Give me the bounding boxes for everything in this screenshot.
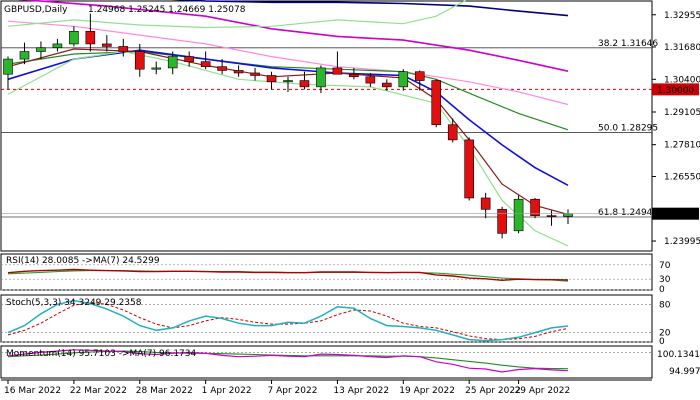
candle-body: [316, 67, 326, 88]
current-price-label: 1.25078: [657, 210, 694, 220]
candle-body: [266, 75, 277, 83]
overlay-line-1: [17, 0, 569, 72]
candle-body: [414, 71, 425, 81]
candle-body: [85, 31, 96, 45]
candle-body: [217, 66, 227, 71]
momentum-ma-line: [7, 350, 569, 370]
stoch-label: Stoch(5,3,3) 34.3249 29.2358: [6, 298, 142, 308]
fib-label: 50.0 1.28295: [598, 123, 658, 133]
momentum-level-top: 100.1341: [657, 350, 700, 360]
candle-body: [332, 67, 343, 75]
momentum-level-bottom: 94.9973: [669, 367, 700, 377]
x-tick-label: 7 Apr 2022: [268, 386, 318, 396]
stochastic-panel: 80 200: [0, 294, 671, 347]
x-tick-label: 22 Mar 2022: [70, 386, 127, 396]
candle-body: [299, 80, 310, 88]
candle-body: [447, 124, 458, 141]
x-tick-label: 29 Apr 2022: [515, 386, 571, 396]
stoch-k-line: [7, 299, 569, 342]
stoch-level-0: 0: [659, 337, 665, 347]
overlay-line-6: [7, 50, 569, 247]
overlay-line-0: [170, 0, 569, 17]
x-tick-label: 16 Mar 2022: [4, 386, 61, 396]
x-tick-label: 13 Apr 2022: [333, 386, 389, 396]
y-tick-label: 1.26550: [664, 173, 700, 183]
price-panel: 1.32955 1.31680 1.30400 1.29105 1.27810 1.265…: [0, 0, 700, 252]
candle-body: [134, 51, 145, 70]
stoch-d-line: [7, 301, 569, 341]
candle-body: [3, 58, 13, 75]
y-tick-label: 1.30400: [664, 75, 700, 85]
y-tick-label: 1.23995: [664, 237, 700, 247]
candle-body: [167, 56, 178, 69]
candle-body: [546, 215, 557, 217]
marked-level-label: 1.30000: [657, 86, 694, 96]
momentum-line: [7, 349, 569, 373]
momentum-label: Momentum(14) 95.7103 ->MA(7) 96.1734: [6, 349, 197, 359]
candle-body: [431, 80, 442, 126]
candle-body: [497, 209, 507, 234]
rsi-label: RSI(14) 28.0085 ->MA(7) 24.5299: [6, 256, 160, 266]
candle-body: [118, 46, 129, 52]
fib-label: 38.2 1.31646: [598, 39, 658, 49]
y-tick-label: 1.32955: [664, 11, 700, 21]
candle-body: [530, 198, 540, 216]
candle-body: [398, 71, 409, 88]
momentum-panel: 100.1341 94.9973: [0, 345, 700, 379]
y-tick-label: 1.31680: [664, 43, 700, 53]
candle-body: [69, 31, 79, 45]
candle-body: [283, 80, 293, 83]
fib-label: 61.8 1.24945: [598, 208, 658, 218]
marked-level-tag: [652, 83, 699, 96]
candle-body: [513, 198, 524, 232]
candle-body: [250, 72, 260, 76]
stoch-level-80: 80: [659, 300, 671, 310]
candle-body: [102, 43, 112, 47]
chart-title: GBPUSD,Daily: [4, 5, 68, 15]
candle-body: [36, 47, 46, 52]
rsi-level-70: 70: [659, 261, 671, 271]
rsi-panel: 70 300: [0, 253, 671, 295]
candle-body: [184, 56, 194, 62]
x-tick-label: 28 Mar 2022: [136, 386, 193, 396]
candle-body: [365, 76, 376, 84]
rsi-level-0: 0: [659, 285, 665, 295]
candle-body: [382, 82, 392, 88]
candle-body: [151, 67, 162, 70]
overlay-line-7: [7, 0, 468, 29]
panel-frame: [0, 345, 653, 379]
y-tick-label: 1.27810: [664, 141, 700, 151]
stoch-level-20: 20: [659, 329, 671, 339]
candle-body: [233, 70, 244, 74]
candle-body: [349, 73, 359, 78]
candle-body: [52, 43, 63, 49]
x-axis: 16 Mar 2022 22 Mar 2022 28 Mar 2022 1 Apr 2…: [1, 379, 652, 396]
candle-body: [19, 51, 30, 60]
price-frame: [0, 0, 653, 252]
rsi-line: [7, 268, 569, 282]
x-tick-label: 1 Apr 2022: [202, 386, 252, 396]
overlay-line-4: [7, 49, 569, 187]
x-tick-label: 25 Apr 2022: [465, 386, 521, 396]
candle-body: [464, 139, 474, 199]
overlay-line-2: [7, 20, 569, 106]
current-price-tag: [652, 207, 699, 220]
candle-body: [200, 61, 211, 67]
x-tick-label: 19 Apr 2022: [399, 386, 455, 396]
ohlc-header: 1.24968 1.25245 1.24669 1.25078: [88, 5, 246, 15]
y-tick-label: 1.29105: [664, 108, 700, 118]
candle-body: [480, 197, 491, 210]
rsi-level-30: 30: [659, 275, 671, 285]
candle-body: [563, 213, 573, 217]
